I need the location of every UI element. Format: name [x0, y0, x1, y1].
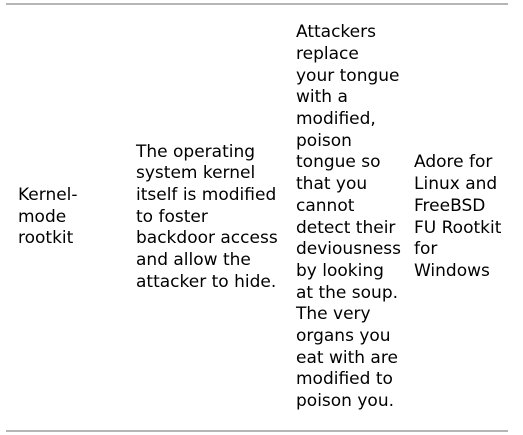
line-type-1: mode	[18, 206, 67, 227]
line-desc-0: The operating	[136, 141, 256, 162]
cell-analogy: Attackers replace your tongue with a mod…	[296, 5, 414, 430]
line-desc-1: system kernel	[136, 163, 256, 184]
line-desc-3: to foster	[136, 206, 208, 227]
cell-rootkit-type: Kernel- mode rootkit	[6, 5, 136, 430]
table-row: Kernel- mode rootkit The operating syste…	[6, 5, 520, 430]
line-analogy-5: poison	[296, 130, 352, 151]
line-analogy-12: at the soup.	[296, 282, 399, 303]
line-analogy-1: replace	[296, 43, 359, 64]
line-analogy-11: by looking	[296, 260, 384, 281]
line-analogy-3: with a	[296, 87, 348, 108]
table-top-border	[6, 3, 508, 5]
line-example-1: Linux and	[414, 174, 498, 195]
line-example-0: Adore for	[414, 152, 493, 173]
line-desc-2: itself is modified	[136, 184, 277, 205]
line-analogy-7: that you	[296, 174, 368, 195]
line-analogy-13: The very	[296, 304, 371, 325]
line-analogy-16: modified to	[296, 369, 393, 390]
line-example-5: Windows	[414, 260, 490, 281]
line-analogy-9: detect their	[296, 217, 396, 238]
line-analogy-10: deviousness	[296, 239, 402, 260]
line-analogy-14: organs you	[296, 326, 391, 347]
line-desc-5: and allow the	[136, 250, 251, 271]
line-analogy-0: Attackers	[296, 22, 376, 43]
line-type-0: Kernel-	[18, 184, 78, 205]
line-analogy-17: poison you.	[296, 391, 394, 412]
cell-examples: Adore for Linux and FreeBSD FU Rootkit f…	[414, 5, 520, 430]
table-bottom-border	[6, 430, 508, 432]
line-analogy-6: tongue so	[296, 152, 381, 173]
cell-description: The operating system kernel itself is mo…	[136, 5, 296, 430]
line-analogy-15: eat with are	[296, 347, 398, 368]
line-example-4: for	[414, 239, 438, 260]
line-analogy-8: cannot	[296, 195, 355, 216]
line-example-3: FU Rootkit	[414, 217, 502, 238]
line-desc-6: attacker to hide.	[136, 271, 277, 292]
line-example-2: FreeBSD	[414, 195, 486, 216]
line-analogy-2: your tongue	[296, 65, 400, 86]
line-analogy-4: modified,	[296, 108, 376, 129]
rootkit-table: Kernel- mode rootkit The operating syste…	[6, 5, 520, 430]
line-type-2: rootkit	[18, 228, 74, 249]
line-desc-4: backdoor access	[136, 228, 278, 249]
